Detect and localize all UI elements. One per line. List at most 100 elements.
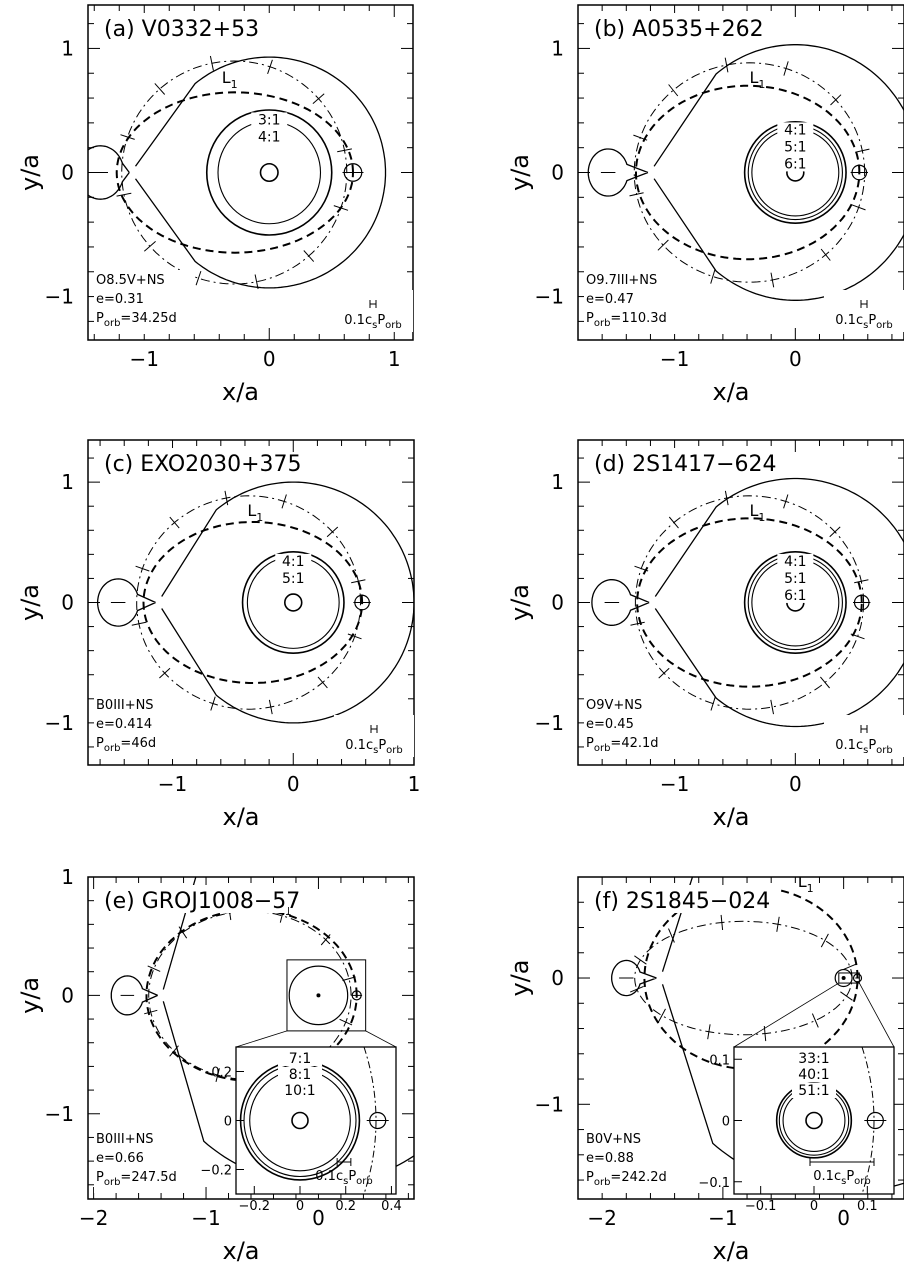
x-tick-label: 0 xyxy=(837,1206,850,1230)
orbit-tick xyxy=(707,1024,711,1040)
x-tick-label: −2 xyxy=(79,1206,108,1230)
inset-label-bg xyxy=(278,1051,322,1066)
orbit-tick xyxy=(143,241,156,252)
resonance-radius-small xyxy=(834,968,853,988)
orbit-tick xyxy=(224,490,229,506)
orbit-tick xyxy=(820,248,831,261)
resonance-label-bg xyxy=(777,587,814,603)
orbit-tick xyxy=(135,565,150,572)
period-value: =242.2d xyxy=(610,1170,666,1185)
bar-sub: orb xyxy=(385,320,402,331)
orbit-tick xyxy=(254,274,259,290)
resonance-label: 4:1 xyxy=(784,554,807,570)
system-label: O9.7III+NS xyxy=(586,273,657,288)
bar-sub: s xyxy=(373,745,378,756)
zero-velocity-curve xyxy=(134,56,387,289)
orbit-tick xyxy=(169,516,180,529)
inset-plot: 33:140:151:1 xyxy=(775,1047,887,1194)
y-tick-label: 1 xyxy=(61,36,74,60)
l1-label: L1 xyxy=(247,501,263,524)
orbit-tick xyxy=(351,579,366,584)
system-label: O8.5V+NS xyxy=(96,273,165,288)
resonance-radius-0 xyxy=(743,550,847,655)
y-tick-label: 0 xyxy=(551,161,564,185)
x-tick-label: 0 xyxy=(789,347,802,371)
orbit-tick xyxy=(317,676,328,689)
l1-sub: 1 xyxy=(256,511,263,524)
x-tick-label: 1 xyxy=(388,347,401,371)
system-label: B0III+NS xyxy=(96,1132,154,1147)
bar-sub: orb xyxy=(386,745,403,756)
plot-area: 4:15:1 L1 xyxy=(96,481,414,724)
donor-lobe xyxy=(611,959,657,997)
title-bg xyxy=(588,13,778,41)
x-tick-label: −1 xyxy=(660,347,689,371)
resonance-label-bg xyxy=(251,112,288,128)
x-tick-label: −1 xyxy=(708,1206,737,1230)
period-sub: orb xyxy=(104,318,121,329)
eccentricity-label: e=0.66 xyxy=(96,1151,144,1166)
orbit-tick xyxy=(668,516,679,529)
resonance-label: 4:1 xyxy=(282,554,305,570)
l1-sub: 1 xyxy=(231,78,238,91)
inset-resonance-label: 8:1 xyxy=(289,1067,312,1083)
period-value: =34.25d xyxy=(120,311,176,326)
orbit-tick xyxy=(776,916,780,932)
x-tick-label: −1 xyxy=(158,772,187,796)
orbit-tick xyxy=(312,93,325,104)
info-bg xyxy=(584,1129,682,1193)
inset-resonance-label: 7:1 xyxy=(289,1051,312,1067)
zoom-connector xyxy=(235,1030,288,1048)
period-value: =247.5d xyxy=(120,1170,176,1185)
y-tick-label: 1 xyxy=(551,36,564,60)
period-sub: orb xyxy=(594,743,611,754)
x-axis-label: x/a xyxy=(713,1237,750,1265)
inset-label-bg xyxy=(792,1067,836,1082)
resonance-label-bg xyxy=(777,122,814,138)
orbit-ellipse xyxy=(136,495,361,710)
inset-be-star xyxy=(805,1111,823,1130)
critical-lobe xyxy=(635,84,861,261)
orbit-tick xyxy=(195,270,202,286)
be-star-small xyxy=(316,993,321,998)
orbit-tick xyxy=(267,59,273,75)
orbit-tick xyxy=(829,526,841,538)
resonance-radius-0 xyxy=(241,550,345,655)
inset-y-tick-label: 0 xyxy=(722,1115,730,1130)
y-axis-label: y/a xyxy=(506,960,534,997)
be-star-small xyxy=(841,976,846,981)
y-tick-label: −1 xyxy=(535,711,564,735)
orbit-tick xyxy=(629,192,644,197)
orbit-tick xyxy=(830,94,842,106)
period-value: =110.3d xyxy=(610,311,666,326)
resonance-radius-0 xyxy=(205,109,333,236)
zoom-connector xyxy=(365,1030,397,1048)
panel-a: 3:14:1 L1 −1 0 1 −1 0 1 x/a y/a (a) V0332+53 O8.5V+… xyxy=(16,4,414,406)
inset-resonance-label: 51:1 xyxy=(798,1083,829,1099)
bar-sub: orb xyxy=(854,1176,871,1187)
inset-resonance-label: 40:1 xyxy=(798,1067,829,1083)
be-star xyxy=(259,162,279,183)
orbit-tick xyxy=(720,914,724,931)
period-value: =46d xyxy=(120,736,156,751)
inset-x-tick-label: −0.2 xyxy=(238,1199,270,1214)
resonance-label: 5:1 xyxy=(784,571,807,587)
bar-sub: s xyxy=(343,1176,348,1187)
resonance-label: 6:1 xyxy=(784,156,807,172)
orbit-tick xyxy=(854,579,869,584)
x-tick-label: −1 xyxy=(660,772,689,796)
x-axis-label: x/a xyxy=(713,378,750,406)
l1-sub: 1 xyxy=(285,905,292,918)
zoom-box xyxy=(286,959,367,1032)
system-label: B0III+NS xyxy=(96,698,154,713)
info-bg xyxy=(94,695,192,759)
resonance-label-bg xyxy=(275,553,312,569)
x-axis-label: x/a xyxy=(223,1237,260,1265)
orbit-tick xyxy=(770,272,775,288)
inset-resonance-label: 10:1 xyxy=(284,1083,315,1099)
period-sub: orb xyxy=(104,743,121,754)
resonance-radius-0 xyxy=(743,120,847,225)
zero-velocity-curve xyxy=(161,481,414,724)
eccentricity-label: e=0.414 xyxy=(96,717,152,732)
title-bg xyxy=(588,448,778,476)
